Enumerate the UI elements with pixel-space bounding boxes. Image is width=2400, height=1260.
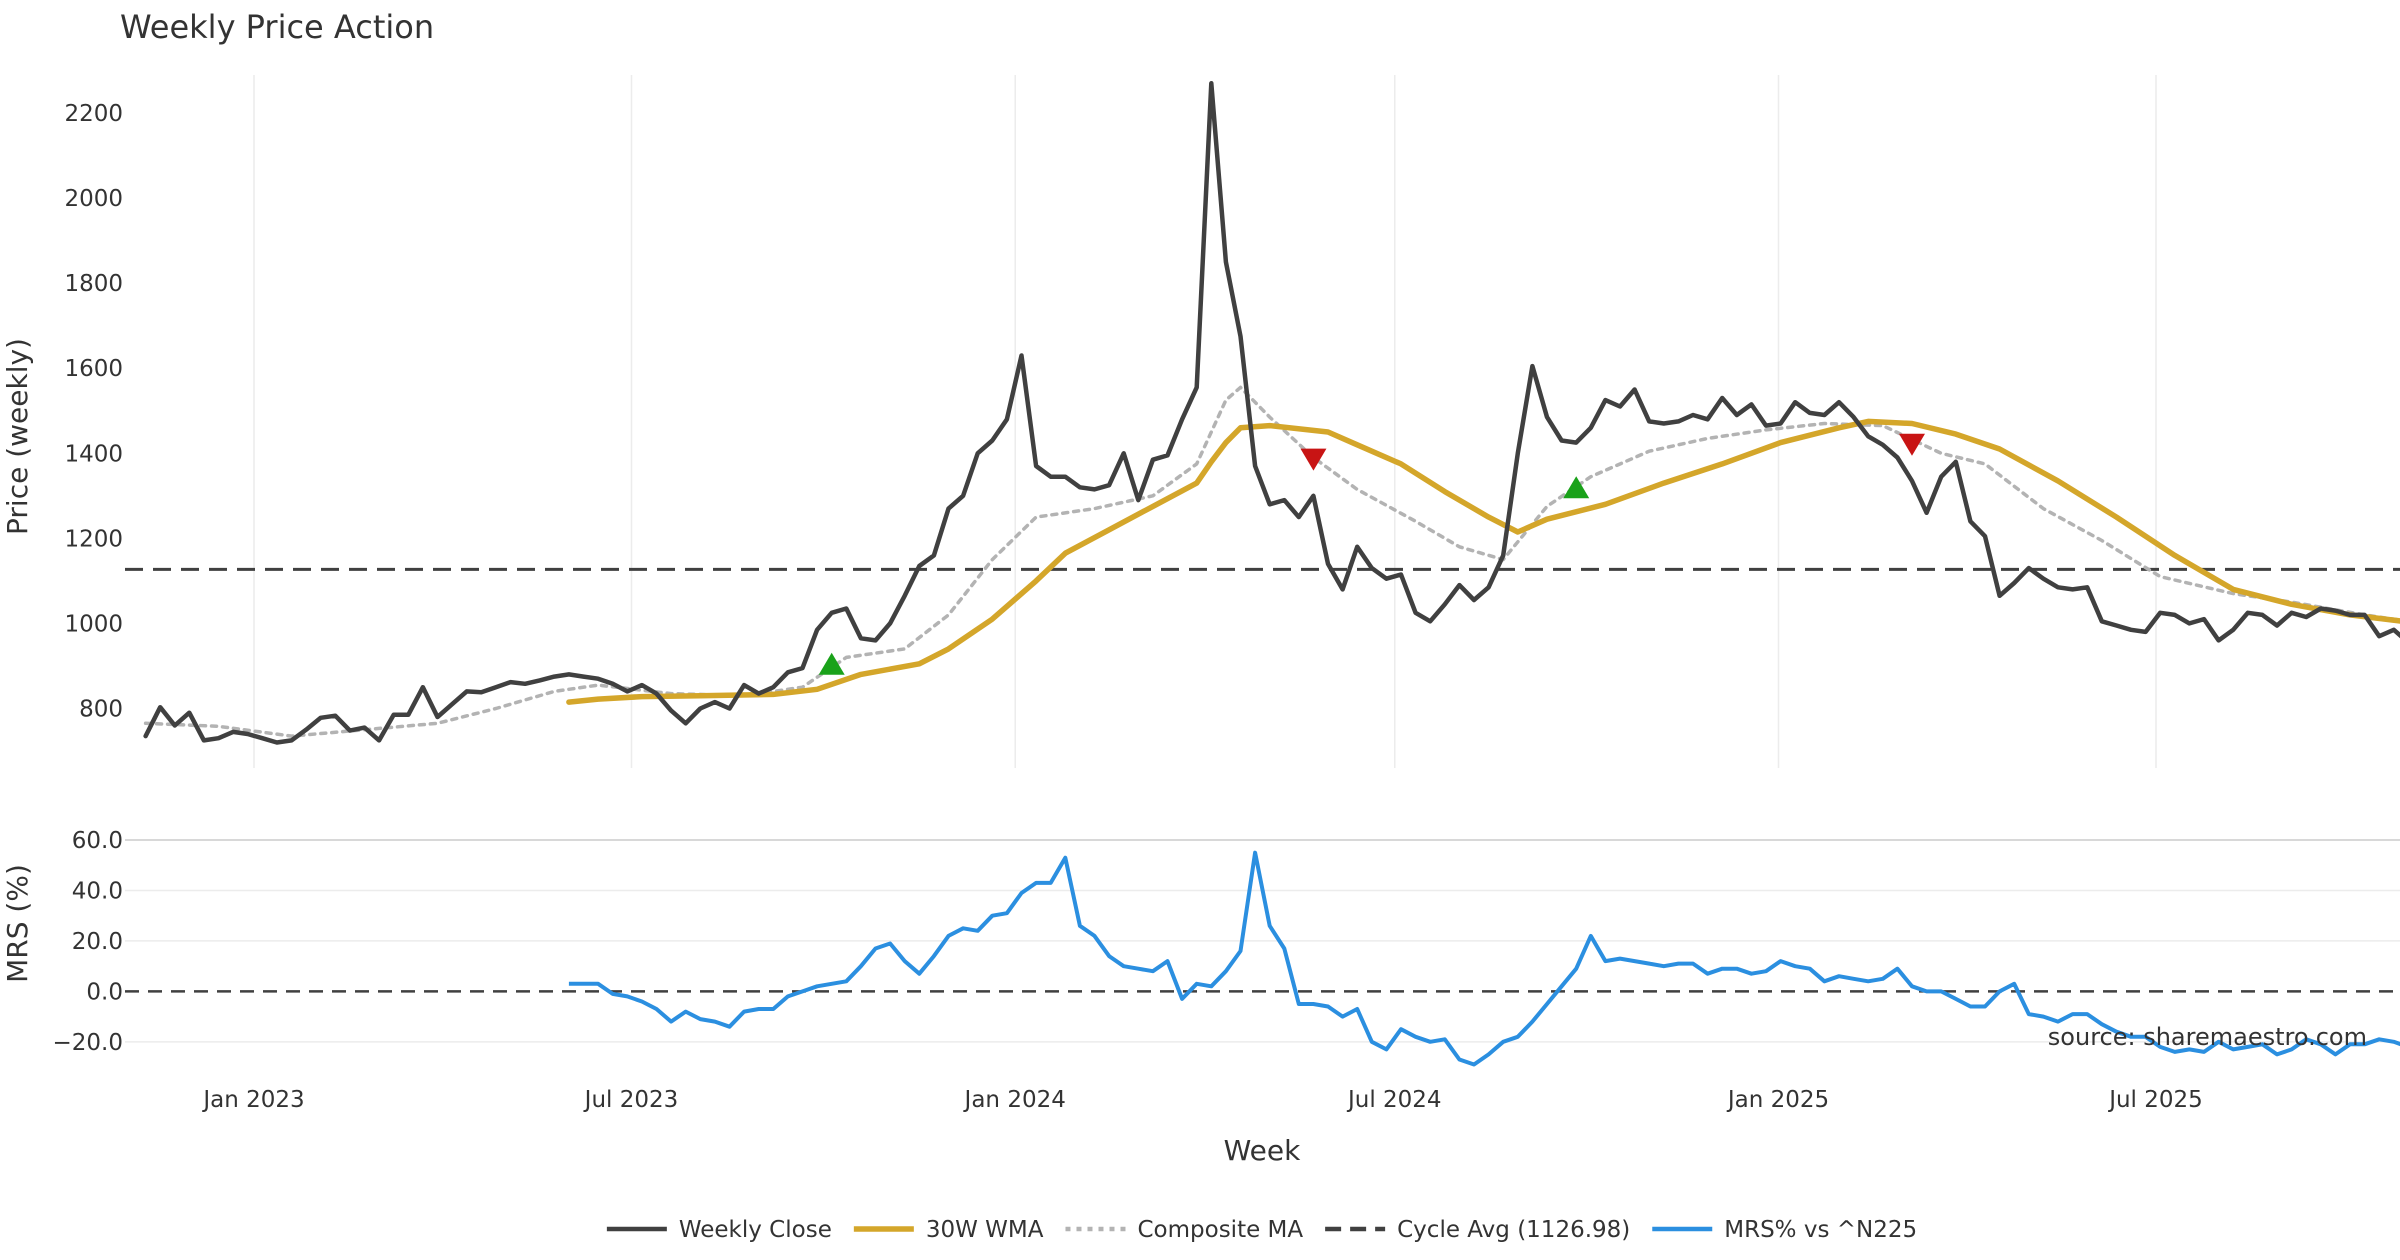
series-line-mrs [568,850,2400,1067]
price-y-tick-label: 2200 [64,101,123,127]
buy-signal-marker [1563,476,1590,499]
x-tick-label: Jan 2025 [1726,1087,1829,1113]
x-tick-label: Jan 2023 [201,1087,304,1113]
mrs-y-tick-label: 20.0 [72,929,123,955]
price-y-tick-label: 1800 [64,271,123,297]
price-y-tick-label: 800 [79,696,123,722]
chart-title: Weekly Price Action [120,8,434,46]
mrs-y-tick-label: 40.0 [72,878,123,904]
sell-signal-marker [1898,433,1925,456]
legend-label-wma30: 30W WMA [926,1217,1044,1243]
legend-label-close: Weekly Close [679,1217,832,1243]
x-tick-label: Jul 2024 [1346,1087,1442,1113]
price-y-tick-label: 2000 [64,186,123,212]
x-tick-label: Jan 2024 [963,1087,1066,1113]
price-y-tick-label: 1200 [64,526,123,552]
mrs-y-tick-label: 60.0 [72,828,123,854]
x-tick-label: Jul 2023 [583,1087,679,1113]
price-y-tick-label: 1600 [64,356,123,382]
price-y-axis-label: Price (weekly) [1,338,34,535]
series-line-close [143,81,2400,745]
legend-label-composite: Composite MA [1137,1217,1303,1243]
mrs-y-tick-label: −20.0 [53,1030,123,1056]
sell-signal-marker [1300,448,1327,471]
legend-label-cycle: Cycle Avg (1126.98) [1397,1217,1630,1243]
x-axis-label: Week [1224,1134,1301,1167]
x-tick-label: Jul 2025 [2107,1087,2203,1113]
series-line-composite [143,385,2400,738]
legend-label-mrs: MRS% vs ^N225 [1724,1217,1917,1243]
mrs-y-tick-label: 0.0 [86,979,123,1005]
price-y-tick-label: 1400 [64,441,123,467]
buy-signal-marker [818,652,845,675]
price-y-tick-label: 1000 [64,611,123,637]
mrs-y-axis-label: MRS (%) [1,864,34,983]
watermark-source: source: sharemaestro.com [2048,1023,2367,1051]
series-line-wma30 [566,418,2400,705]
